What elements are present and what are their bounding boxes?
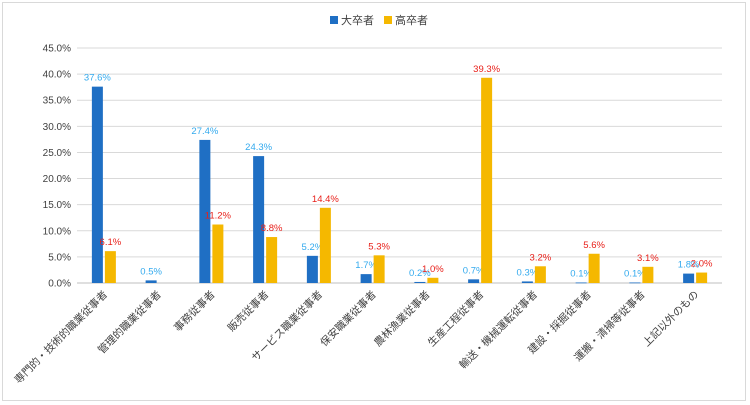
bar-series1: [521, 281, 533, 283]
category-label: 生産工程従事者: [425, 288, 486, 349]
bar-series1: [414, 281, 426, 283]
category-label: 事務従事者: [171, 288, 217, 334]
data-label: 2.0%: [691, 259, 713, 270]
data-label: 0.1%: [624, 268, 646, 279]
bar-series2: [212, 224, 224, 283]
data-label: 1.0%: [422, 264, 444, 275]
data-label: 3.1%: [637, 253, 659, 264]
data-label: 0.7%: [463, 265, 485, 276]
bar-series2: [266, 237, 278, 283]
bar-series2: [104, 251, 116, 283]
y-tick-label: 10.0%: [43, 226, 71, 237]
y-tick-label: 20.0%: [43, 174, 71, 185]
data-label: 39.3%: [473, 64, 500, 75]
data-label: 11.2%: [205, 211, 232, 222]
bar-series2: [588, 253, 600, 283]
bar-series1: [468, 279, 480, 283]
data-label: 6.1%: [100, 237, 122, 248]
y-tick-label: 25.0%: [43, 148, 71, 159]
data-label: 8.8%: [261, 223, 283, 234]
y-tick-label: 0.0%: [48, 279, 71, 290]
category-label: 保安職業従事者: [318, 288, 379, 349]
data-label: 37.6%: [84, 73, 111, 84]
legend-label: 大卒者: [341, 13, 374, 27]
bar-series1: [629, 282, 641, 284]
bar-series1: [306, 255, 318, 283]
legend-swatch: [330, 16, 338, 24]
bar-series2: [481, 77, 493, 284]
bar-series1: [683, 273, 695, 283]
data-label: 0.1%: [570, 268, 592, 279]
y-tick-label: 45.0%: [43, 44, 71, 55]
legend-swatch: [384, 16, 392, 24]
data-label: 24.3%: [245, 142, 272, 153]
bar-series1: [145, 280, 157, 283]
data-label: 0.2%: [409, 268, 431, 279]
category-label: 販売従事者: [225, 288, 271, 334]
bar-series2: [534, 266, 546, 283]
data-label: 5.3%: [368, 241, 390, 252]
y-tick-label: 35.0%: [43, 96, 71, 107]
category-label: 農林漁業従事者: [371, 288, 432, 349]
data-label: 0.5%: [140, 266, 162, 277]
data-label: 3.2%: [530, 252, 552, 263]
bar-series2: [373, 255, 385, 283]
bar-series1: [199, 139, 211, 283]
data-label: 27.4%: [191, 126, 218, 137]
bar-series1: [91, 86, 103, 284]
category-label: 専門的・技術的職業従事者: [12, 288, 110, 386]
y-tick-label: 40.0%: [43, 70, 71, 81]
y-tick-label: 15.0%: [43, 200, 71, 211]
y-tick-label: 5.0%: [48, 252, 71, 263]
bar-series2: [642, 266, 654, 283]
data-label: 1.8%: [678, 260, 700, 271]
data-label: 14.4%: [312, 194, 339, 205]
bar-series1: [575, 282, 587, 284]
bar-series1: [253, 156, 265, 283]
category-label: 上記以外のもの: [640, 288, 701, 349]
y-tick-label: 30.0%: [43, 122, 71, 133]
data-label: 5.6%: [583, 240, 605, 251]
chart-frame: [2, 2, 746, 401]
legend-label: 高卒者: [395, 13, 428, 27]
data-label: 1.7%: [355, 260, 377, 271]
bar-series2: [696, 272, 708, 283]
bar-series1: [360, 274, 372, 283]
bar-series2: [319, 207, 331, 283]
data-label: 5.2%: [302, 242, 324, 253]
data-label: 0.3%: [517, 267, 539, 278]
bar-series2: [427, 277, 439, 283]
